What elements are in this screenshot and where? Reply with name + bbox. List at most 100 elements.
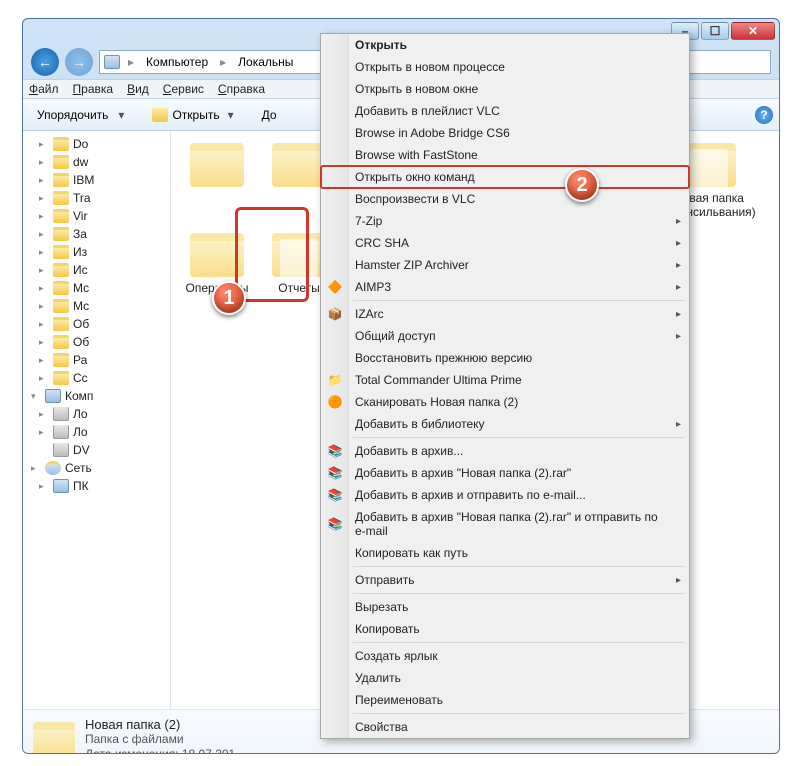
context-item[interactable]: 📚Добавить в архив "Новая папка (2).rar" … bbox=[321, 506, 689, 542]
context-item-label: Добавить в архив и отправить по e-mail..… bbox=[355, 488, 586, 502]
context-item[interactable]: Открыть окно команд bbox=[321, 166, 689, 188]
nav-item[interactable]: ▸Сеть bbox=[25, 459, 168, 477]
context-item[interactable]: Отправить bbox=[321, 569, 689, 591]
maximize-button[interactable]: ☐ bbox=[701, 22, 729, 40]
menu-Файл[interactable]: Файл bbox=[29, 82, 59, 96]
help-icon[interactable]: ? bbox=[755, 106, 773, 124]
folder-icon bbox=[53, 335, 69, 349]
context-item-icon: 🔶 bbox=[327, 279, 343, 295]
nav-item[interactable]: ▸ПК bbox=[25, 477, 168, 495]
context-item[interactable]: Вырезать bbox=[321, 596, 689, 618]
menu-Правка[interactable]: Правка bbox=[73, 82, 114, 96]
computer-icon bbox=[104, 55, 120, 69]
nav-item[interactable]: ▸Об bbox=[25, 333, 168, 351]
context-item[interactable]: Переименовать bbox=[321, 689, 689, 711]
context-item[interactable]: Копировать как путь bbox=[321, 542, 689, 564]
context-item-icon: 🟠 bbox=[327, 394, 343, 410]
context-item[interactable]: Browse with FastStone bbox=[321, 144, 689, 166]
nav-back-button[interactable]: ← bbox=[31, 48, 59, 76]
context-item[interactable]: 🔶AIMP3 bbox=[321, 276, 689, 298]
comp-icon bbox=[53, 479, 69, 493]
context-item[interactable]: Свойства bbox=[321, 716, 689, 738]
nav-item[interactable]: ▸Do bbox=[25, 135, 168, 153]
nav-item[interactable]: DV bbox=[25, 441, 168, 459]
nav-item[interactable]: ▸Vir bbox=[25, 207, 168, 225]
breadcrumb-part[interactable]: Компьютер bbox=[142, 53, 212, 71]
context-item[interactable]: Создать ярлык bbox=[321, 645, 689, 667]
context-separator bbox=[353, 437, 685, 438]
nav-item[interactable]: ▸Ра bbox=[25, 351, 168, 369]
context-separator bbox=[353, 713, 685, 714]
open-button[interactable]: Открыть▾ bbox=[144, 105, 241, 125]
nav-item[interactable]: ▸Ло bbox=[25, 423, 168, 441]
folder-icon bbox=[53, 173, 69, 187]
nav-label: Ис bbox=[73, 263, 88, 277]
context-item[interactable]: Browse in Adobe Bridge CS6 bbox=[321, 122, 689, 144]
menu-Вид[interactable]: Вид bbox=[127, 82, 149, 96]
context-item-label: Создать ярлык bbox=[355, 649, 438, 663]
context-item[interactable]: 📁Total Commander Ultima Prime bbox=[321, 369, 689, 391]
nav-item[interactable]: ▸Ло bbox=[25, 405, 168, 423]
context-item[interactable]: Копировать bbox=[321, 618, 689, 640]
details-folder-icon bbox=[33, 722, 75, 755]
context-item[interactable]: Открыть в новом процессе bbox=[321, 56, 689, 78]
folder-icon bbox=[53, 209, 69, 223]
nav-label: Tra bbox=[73, 191, 91, 205]
context-item[interactable]: 📚Добавить в архив... bbox=[321, 440, 689, 462]
context-item[interactable]: CRC SHA bbox=[321, 232, 689, 254]
context-item-label: Сканировать Новая папка (2) bbox=[355, 395, 518, 409]
context-item-label: Открыть окно команд bbox=[355, 170, 475, 184]
nav-label: Vir bbox=[73, 209, 87, 223]
close-button[interactable]: ✕ bbox=[731, 22, 775, 40]
nav-item[interactable]: ▸Мс bbox=[25, 297, 168, 315]
menu-Сервис[interactable]: Сервис bbox=[163, 82, 204, 96]
context-item[interactable]: Добавить в библиотеку bbox=[321, 413, 689, 435]
nav-item[interactable]: ▸IBM bbox=[25, 171, 168, 189]
context-item[interactable]: 📦IZArc bbox=[321, 303, 689, 325]
context-item-label: Total Commander Ultima Prime bbox=[355, 373, 522, 387]
folder-icon bbox=[53, 299, 69, 313]
nav-item[interactable]: ▸За bbox=[25, 225, 168, 243]
nav-item[interactable]: ▸Об bbox=[25, 315, 168, 333]
context-item-label: Добавить в библиотеку bbox=[355, 417, 485, 431]
folder-icon bbox=[152, 108, 168, 122]
nav-label: Комп bbox=[65, 389, 93, 403]
nav-tree[interactable]: ▸Do▸dw▸IBM▸Tra▸Vir▸За▸Из▸Ис▸Мс▸Мс▸Об▸Об▸… bbox=[23, 131, 171, 709]
breadcrumb-sep: ▸ bbox=[124, 53, 138, 71]
nav-item[interactable]: ▸Мс bbox=[25, 279, 168, 297]
context-item[interactable]: Добавить в плейлист VLC bbox=[321, 100, 689, 122]
nav-item[interactable]: ▸Tra bbox=[25, 189, 168, 207]
context-item[interactable]: Воспроизвести в VLC bbox=[321, 188, 689, 210]
context-item-label: 7-Zip bbox=[355, 214, 382, 228]
context-item-label: Переименовать bbox=[355, 693, 443, 707]
toolbar-more[interactable]: До bbox=[254, 105, 285, 125]
context-menu[interactable]: ОткрытьОткрыть в новом процессеОткрыть в… bbox=[320, 33, 690, 739]
nav-item[interactable]: ▾Комп bbox=[25, 387, 168, 405]
context-item[interactable]: Удалить bbox=[321, 667, 689, 689]
context-item[interactable]: Открыть в новом окне bbox=[321, 78, 689, 100]
menu-Справка[interactable]: Справка bbox=[218, 82, 265, 96]
context-item[interactable]: Открыть bbox=[321, 34, 689, 56]
context-item[interactable]: 🟠 Сканировать Новая папка (2) bbox=[321, 391, 689, 413]
nav-label: Об bbox=[73, 335, 89, 349]
context-item-label: IZArc bbox=[355, 307, 384, 321]
nav-label: Из bbox=[73, 245, 87, 259]
organize-button[interactable]: Упорядочить bbox=[29, 105, 132, 125]
nav-item[interactable]: ▸Из bbox=[25, 243, 168, 261]
open-label: Открыть bbox=[172, 108, 219, 122]
context-item[interactable]: Восстановить прежнюю версию bbox=[321, 347, 689, 369]
nav-label: Ло bbox=[73, 407, 88, 421]
context-item[interactable]: 7-Zip bbox=[321, 210, 689, 232]
folder-icon bbox=[53, 371, 69, 385]
context-item[interactable]: Hamster ZIP Archiver bbox=[321, 254, 689, 276]
nav-label: IBM bbox=[73, 173, 94, 187]
nav-item[interactable]: ▸Ис bbox=[25, 261, 168, 279]
context-item[interactable]: 📚Добавить в архив "Новая папка (2).rar" bbox=[321, 462, 689, 484]
nav-item[interactable]: ▸dw bbox=[25, 153, 168, 171]
nav-item[interactable]: ▸Сс bbox=[25, 369, 168, 387]
breadcrumb-part[interactable]: Локальны bbox=[234, 53, 297, 71]
context-item[interactable]: 📚Добавить в архив и отправить по e-mail.… bbox=[321, 484, 689, 506]
nav-forward-button[interactable]: → bbox=[65, 48, 93, 76]
context-item[interactable]: Общий доступ bbox=[321, 325, 689, 347]
folder-icon bbox=[53, 263, 69, 277]
